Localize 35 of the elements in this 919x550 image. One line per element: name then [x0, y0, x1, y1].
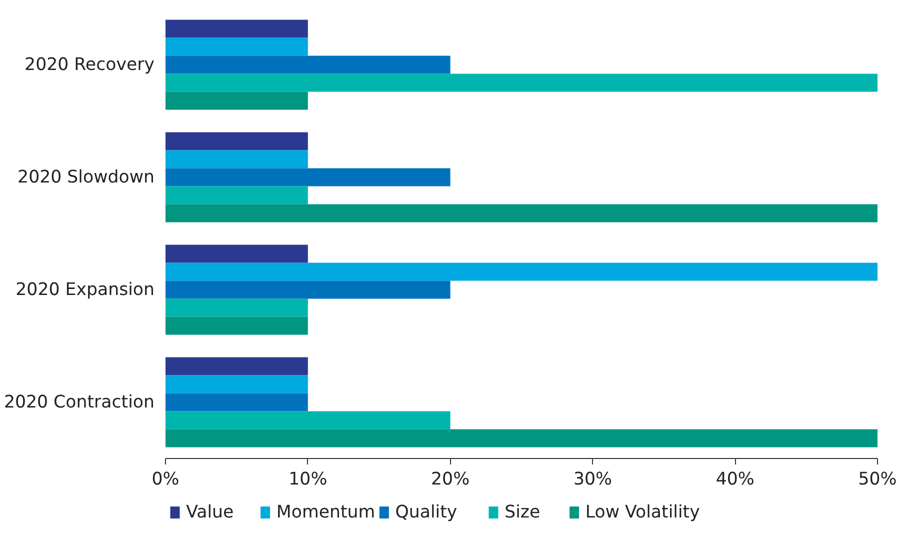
x-tick-label: 30% — [573, 470, 612, 490]
legend-label: Quality — [395, 502, 458, 522]
bar — [166, 244, 308, 263]
bar — [166, 204, 878, 222]
y-tick-label: 2020 Contraction — [4, 392, 154, 412]
bar — [166, 132, 308, 150]
bar — [166, 298, 308, 317]
bar — [166, 357, 308, 376]
y-tick-label: 2020 Slowdown — [18, 167, 155, 188]
bar — [166, 429, 878, 448]
bar — [166, 186, 308, 204]
legend-label: Size — [504, 502, 540, 522]
bar — [166, 280, 450, 299]
bar — [166, 168, 450, 186]
y-tick-label: 2020 Recovery — [24, 54, 154, 75]
bar — [166, 411, 450, 430]
x-tick-label: 50% — [858, 470, 897, 490]
bar — [166, 92, 308, 110]
bar — [166, 375, 308, 394]
bar — [166, 150, 308, 168]
bar — [166, 20, 308, 38]
bar — [166, 316, 308, 335]
bar — [166, 56, 450, 74]
x-tick-label: 10% — [288, 470, 328, 490]
bar — [166, 262, 878, 281]
bar — [166, 393, 308, 412]
bar — [166, 38, 308, 56]
bar — [166, 74, 878, 92]
x-tick-label: 0% — [152, 470, 180, 490]
x-tick-label: 20% — [431, 470, 470, 490]
legend-label: Value — [186, 502, 234, 522]
x-tick-label: 40% — [716, 470, 754, 490]
y-tick-label: 2020 Expansion — [16, 280, 155, 300]
legend-label: Momentum — [276, 502, 376, 522]
legend-label: Low Volatility — [585, 502, 700, 522]
